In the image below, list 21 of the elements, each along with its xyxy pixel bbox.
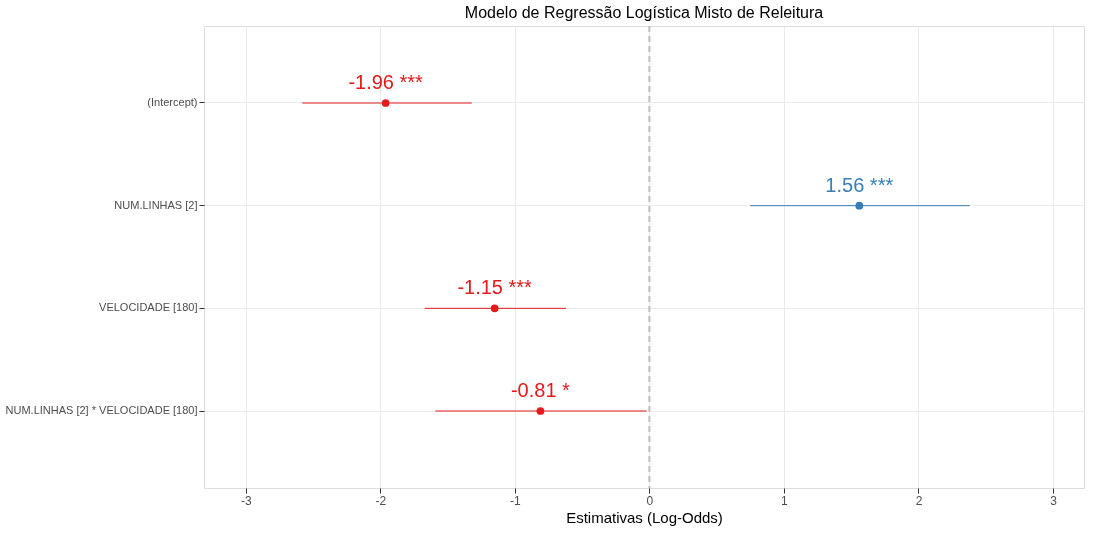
point bbox=[381, 99, 390, 107]
point bbox=[536, 407, 545, 415]
x-tick-label: -2 bbox=[375, 493, 387, 508]
x-tick-label: -3 bbox=[240, 493, 252, 508]
data-label: -1.15 *** bbox=[457, 276, 533, 299]
x-tick-label: 1 bbox=[781, 493, 789, 508]
y-tick-label: (Intercept) bbox=[147, 96, 198, 108]
data-label: 1.56 *** bbox=[825, 173, 894, 196]
y-tick-label: NUM.LINHAS [2] * VELOCIDADE [180] bbox=[5, 404, 198, 416]
point bbox=[490, 304, 499, 313]
chart-title: Modelo de Regressão Logística Misto de Releitura bbox=[464, 4, 824, 21]
x-axis-title: Estimativas (Log-Odds) bbox=[566, 508, 723, 526]
data-label: -1.96 *** bbox=[348, 71, 424, 93]
point bbox=[855, 201, 864, 210]
x-tick-label: 2 bbox=[915, 493, 923, 508]
x-tick-label: 3 bbox=[1050, 493, 1058, 508]
data-label: -0.81 * bbox=[510, 379, 571, 401]
y-tick-label: VELOCIDADE [180] bbox=[99, 301, 198, 314]
y-tick-label: NUM.LINHAS [2] bbox=[114, 198, 198, 211]
x-tick-label: 0 bbox=[646, 493, 654, 508]
x-tick-label: -1 bbox=[509, 493, 521, 508]
